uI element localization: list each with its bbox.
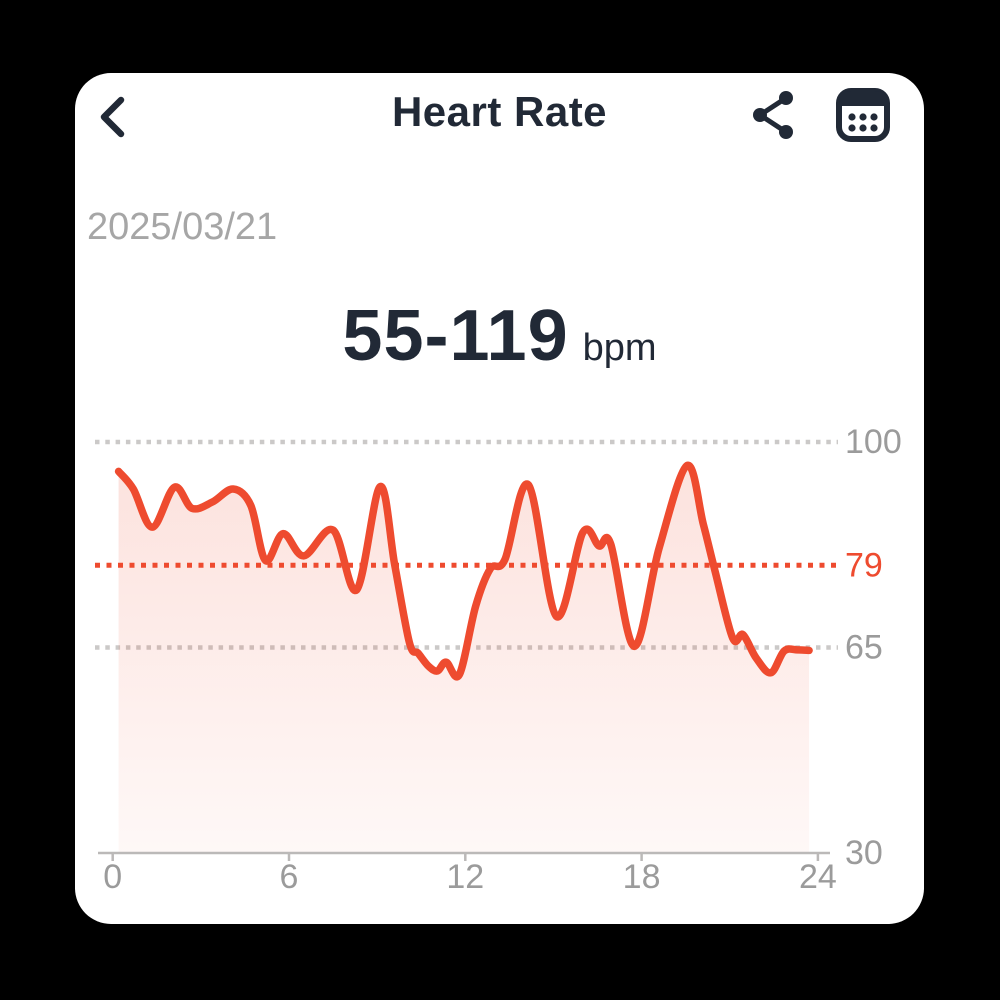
heart-rate-summary: 55-119 bpm — [75, 295, 924, 377]
chevron-left-icon — [100, 96, 125, 138]
calendar-icon — [836, 88, 890, 142]
share-button[interactable] — [743, 85, 803, 145]
x-axis-label-18: 18 — [623, 858, 661, 896]
heart-rate-line — [114, 461, 813, 681]
y-axis-label-65: 65 — [845, 629, 883, 667]
x-axis-label-0: 0 — [103, 858, 122, 896]
heart-rate-card: 100 79 65 0 6 12 18 24 30 Heart Rate 20 — [75, 73, 924, 924]
x-axis-label-6: 6 — [280, 858, 299, 896]
calendar-button[interactable] — [833, 85, 893, 145]
heart-rate-range: 55-119 — [342, 296, 569, 376]
heart-rate-area — [118, 465, 810, 853]
y-axis-label-100: 100 — [845, 423, 902, 461]
x-axis-label-12: 12 — [446, 858, 484, 896]
heart-rate-unit: bpm — [582, 327, 657, 369]
y-axis-label-79: 79 — [845, 546, 883, 584]
back-button[interactable] — [91, 93, 135, 141]
y-axis-label-30: 30 — [845, 834, 883, 872]
x-axis-label-24: 24 — [799, 858, 837, 896]
page-title: Heart Rate — [391, 88, 608, 135]
share-icon — [753, 91, 793, 139]
date-label: 2025/03/21 — [87, 206, 278, 248]
